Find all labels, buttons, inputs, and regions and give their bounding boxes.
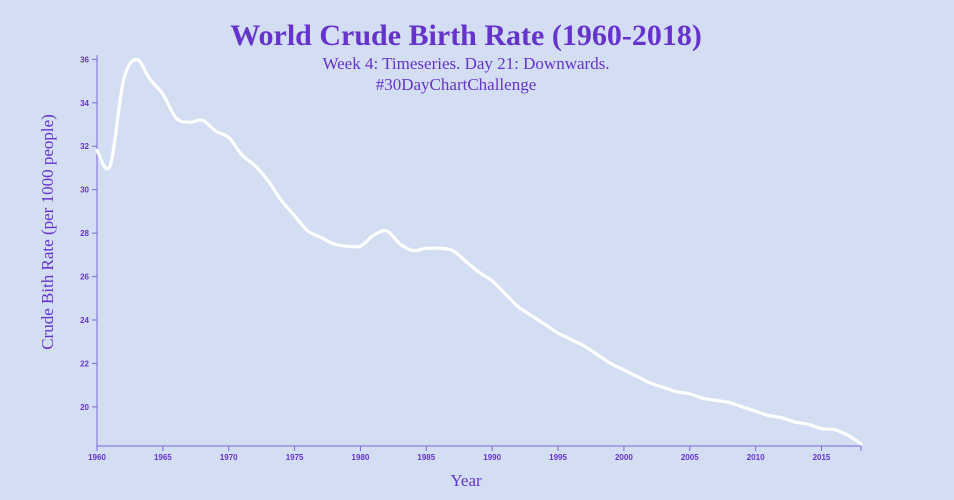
x-tick-label: 1970 xyxy=(220,453,238,462)
y-axis: 20 22 24 26 28 30 32 34 36 xyxy=(80,55,98,446)
y-tick-label: 34 xyxy=(80,99,89,108)
x-axis-label: Year xyxy=(450,471,482,490)
x-tick-label: 1985 xyxy=(417,453,435,462)
y-tick-label: 20 xyxy=(80,403,89,412)
y-axis-label: Crude Bith Rate (per 1000 people) xyxy=(38,114,57,350)
x-tick-label: 1975 xyxy=(286,453,304,462)
x-tick-label: 1990 xyxy=(483,453,501,462)
y-tick-label: 32 xyxy=(80,142,89,151)
x-tick-label: 2015 xyxy=(813,453,831,462)
x-tick-label: 1995 xyxy=(549,453,567,462)
x-tick-label: 1965 xyxy=(154,453,172,462)
y-tick-label: 26 xyxy=(80,273,89,282)
chart-title: World Crude Birth Rate (1960-2018) xyxy=(230,19,702,52)
chart-subtitle-line-1: Week 4: Timeseries. Day 21: Downwards. xyxy=(322,54,609,73)
x-tick-label: 2000 xyxy=(615,453,633,462)
x-tick-label: 2010 xyxy=(747,453,765,462)
y-tick-label: 30 xyxy=(80,186,89,195)
chart-subtitle-line-2: #30DayChartChallenge xyxy=(376,75,537,94)
y-tick-label: 24 xyxy=(80,316,89,325)
y-tick-label: 28 xyxy=(80,229,89,238)
series-line-birth-rate xyxy=(95,57,863,446)
x-tick-label: 2005 xyxy=(681,453,699,462)
x-axis: 1960 1965 1970 1975 1980 1985 1990 1995 2000 2005… xyxy=(88,445,862,462)
y-tick-label: 22 xyxy=(80,359,89,368)
x-tick-label: 1960 xyxy=(88,453,106,462)
y-tick-label: 36 xyxy=(80,55,89,64)
x-tick-label: 1980 xyxy=(352,453,370,462)
